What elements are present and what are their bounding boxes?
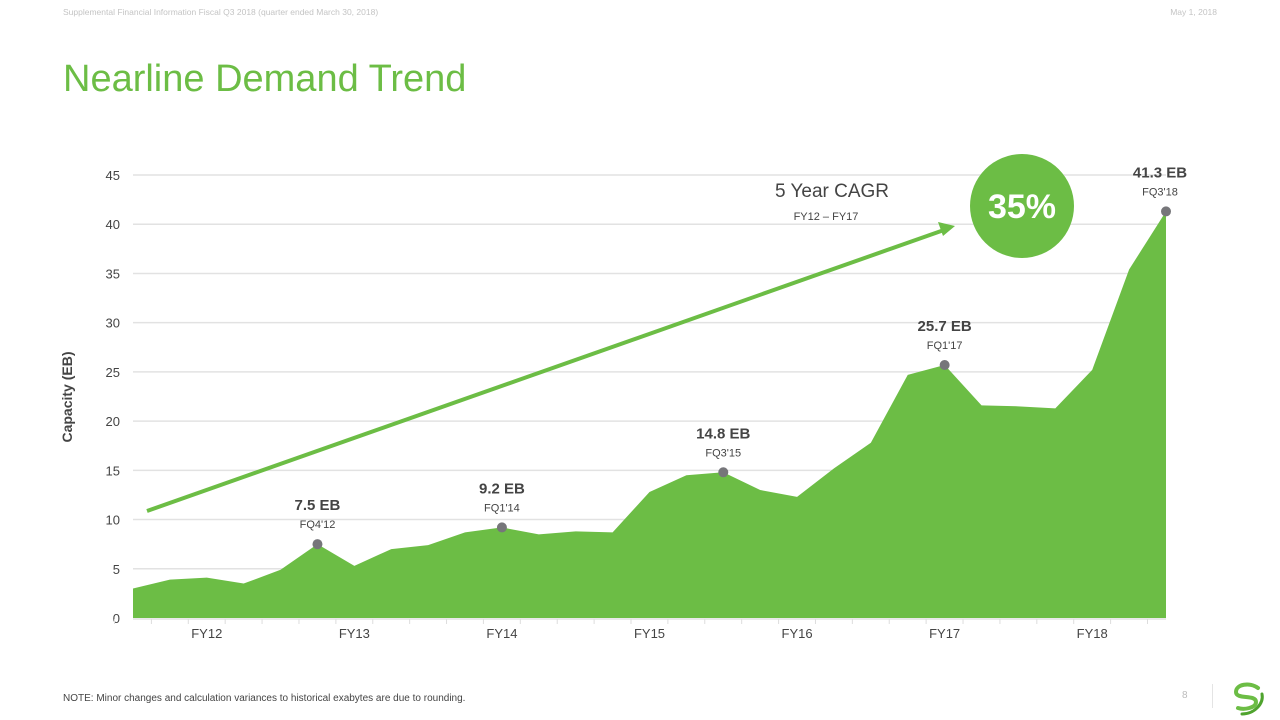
- cagr-arrow-head-icon: [938, 222, 955, 236]
- y-tick-label: 30: [106, 316, 120, 331]
- data-label-quarter: FQ1'17: [927, 340, 963, 352]
- cagr-value: 35%: [988, 188, 1056, 226]
- y-tick-label: 0: [113, 611, 120, 626]
- y-tick-label: 15: [106, 463, 120, 478]
- x-tick-label: FY14: [486, 626, 517, 641]
- data-label-quarter: FQ4'12: [300, 519, 336, 531]
- y-tick-label: 40: [106, 217, 120, 232]
- company-logo-icon: [1233, 682, 1264, 716]
- page-title: Nearline Demand Trend: [63, 58, 467, 100]
- data-point-marker: [1161, 206, 1171, 217]
- demand-area: [133, 211, 1166, 618]
- y-tick-label: 35: [106, 266, 120, 281]
- data-point-marker: [939, 359, 950, 370]
- cagr-arrow-line: [146, 228, 945, 513]
- data-point-marker: [718, 467, 729, 478]
- data-point-marker: [496, 522, 507, 533]
- footnote: NOTE: Minor changes and calculation vari…: [63, 693, 466, 704]
- header-date: May 1, 2018: [1170, 7, 1217, 17]
- y-tick-label: 10: [106, 513, 120, 528]
- cagr-badge: [970, 154, 1074, 258]
- y-tick-label: 5: [113, 562, 120, 577]
- header-caption: Supplemental Financial Information Fisca…: [63, 7, 379, 17]
- data-label-quarter: FQ1'14: [484, 502, 520, 514]
- cagr-range: FY12 – FY17: [794, 211, 859, 223]
- y-tick-label: 45: [106, 168, 120, 183]
- data-label-value: 9.2 EB: [479, 480, 525, 497]
- data-label-value: 41.3 EB: [1133, 164, 1187, 181]
- data-label-value: 25.7 EB: [918, 318, 972, 335]
- y-tick-label: 25: [106, 365, 120, 380]
- data-label-value: 14.8 EB: [696, 425, 750, 442]
- x-tick-label: FY18: [1077, 626, 1108, 641]
- x-tick-label: FY16: [782, 626, 813, 641]
- y-tick-labels: 0 5 10 15 20 25 30 35 40 45: [106, 168, 120, 626]
- x-tick-label: FY15: [634, 626, 665, 641]
- footer-divider: [1212, 684, 1213, 708]
- cagr-label: 5 Year CAGR: [775, 181, 889, 202]
- data-label-value: 7.5 EB: [295, 497, 341, 514]
- x-tick-label: FY12: [191, 626, 222, 641]
- data-label-quarter: FQ3'18: [1142, 186, 1178, 198]
- x-axis: FY12 FY13 FY14 FY15 FY16 FY17 FY18: [114, 618, 1166, 641]
- y-axis-label: Capacity (EB): [59, 351, 75, 442]
- data-label-quarter: FQ3'15: [705, 447, 741, 459]
- data-point-marker: [312, 539, 323, 550]
- page-number: 8: [1182, 690, 1188, 701]
- x-tick-label: FY17: [929, 626, 960, 641]
- annotations: 7.5 EB FQ4'12 9.2 EB FQ1'14 14.8 EB FQ3'15 25.…: [295, 164, 1187, 550]
- x-tick-label: FY13: [339, 626, 370, 641]
- y-tick-label: 20: [106, 414, 120, 429]
